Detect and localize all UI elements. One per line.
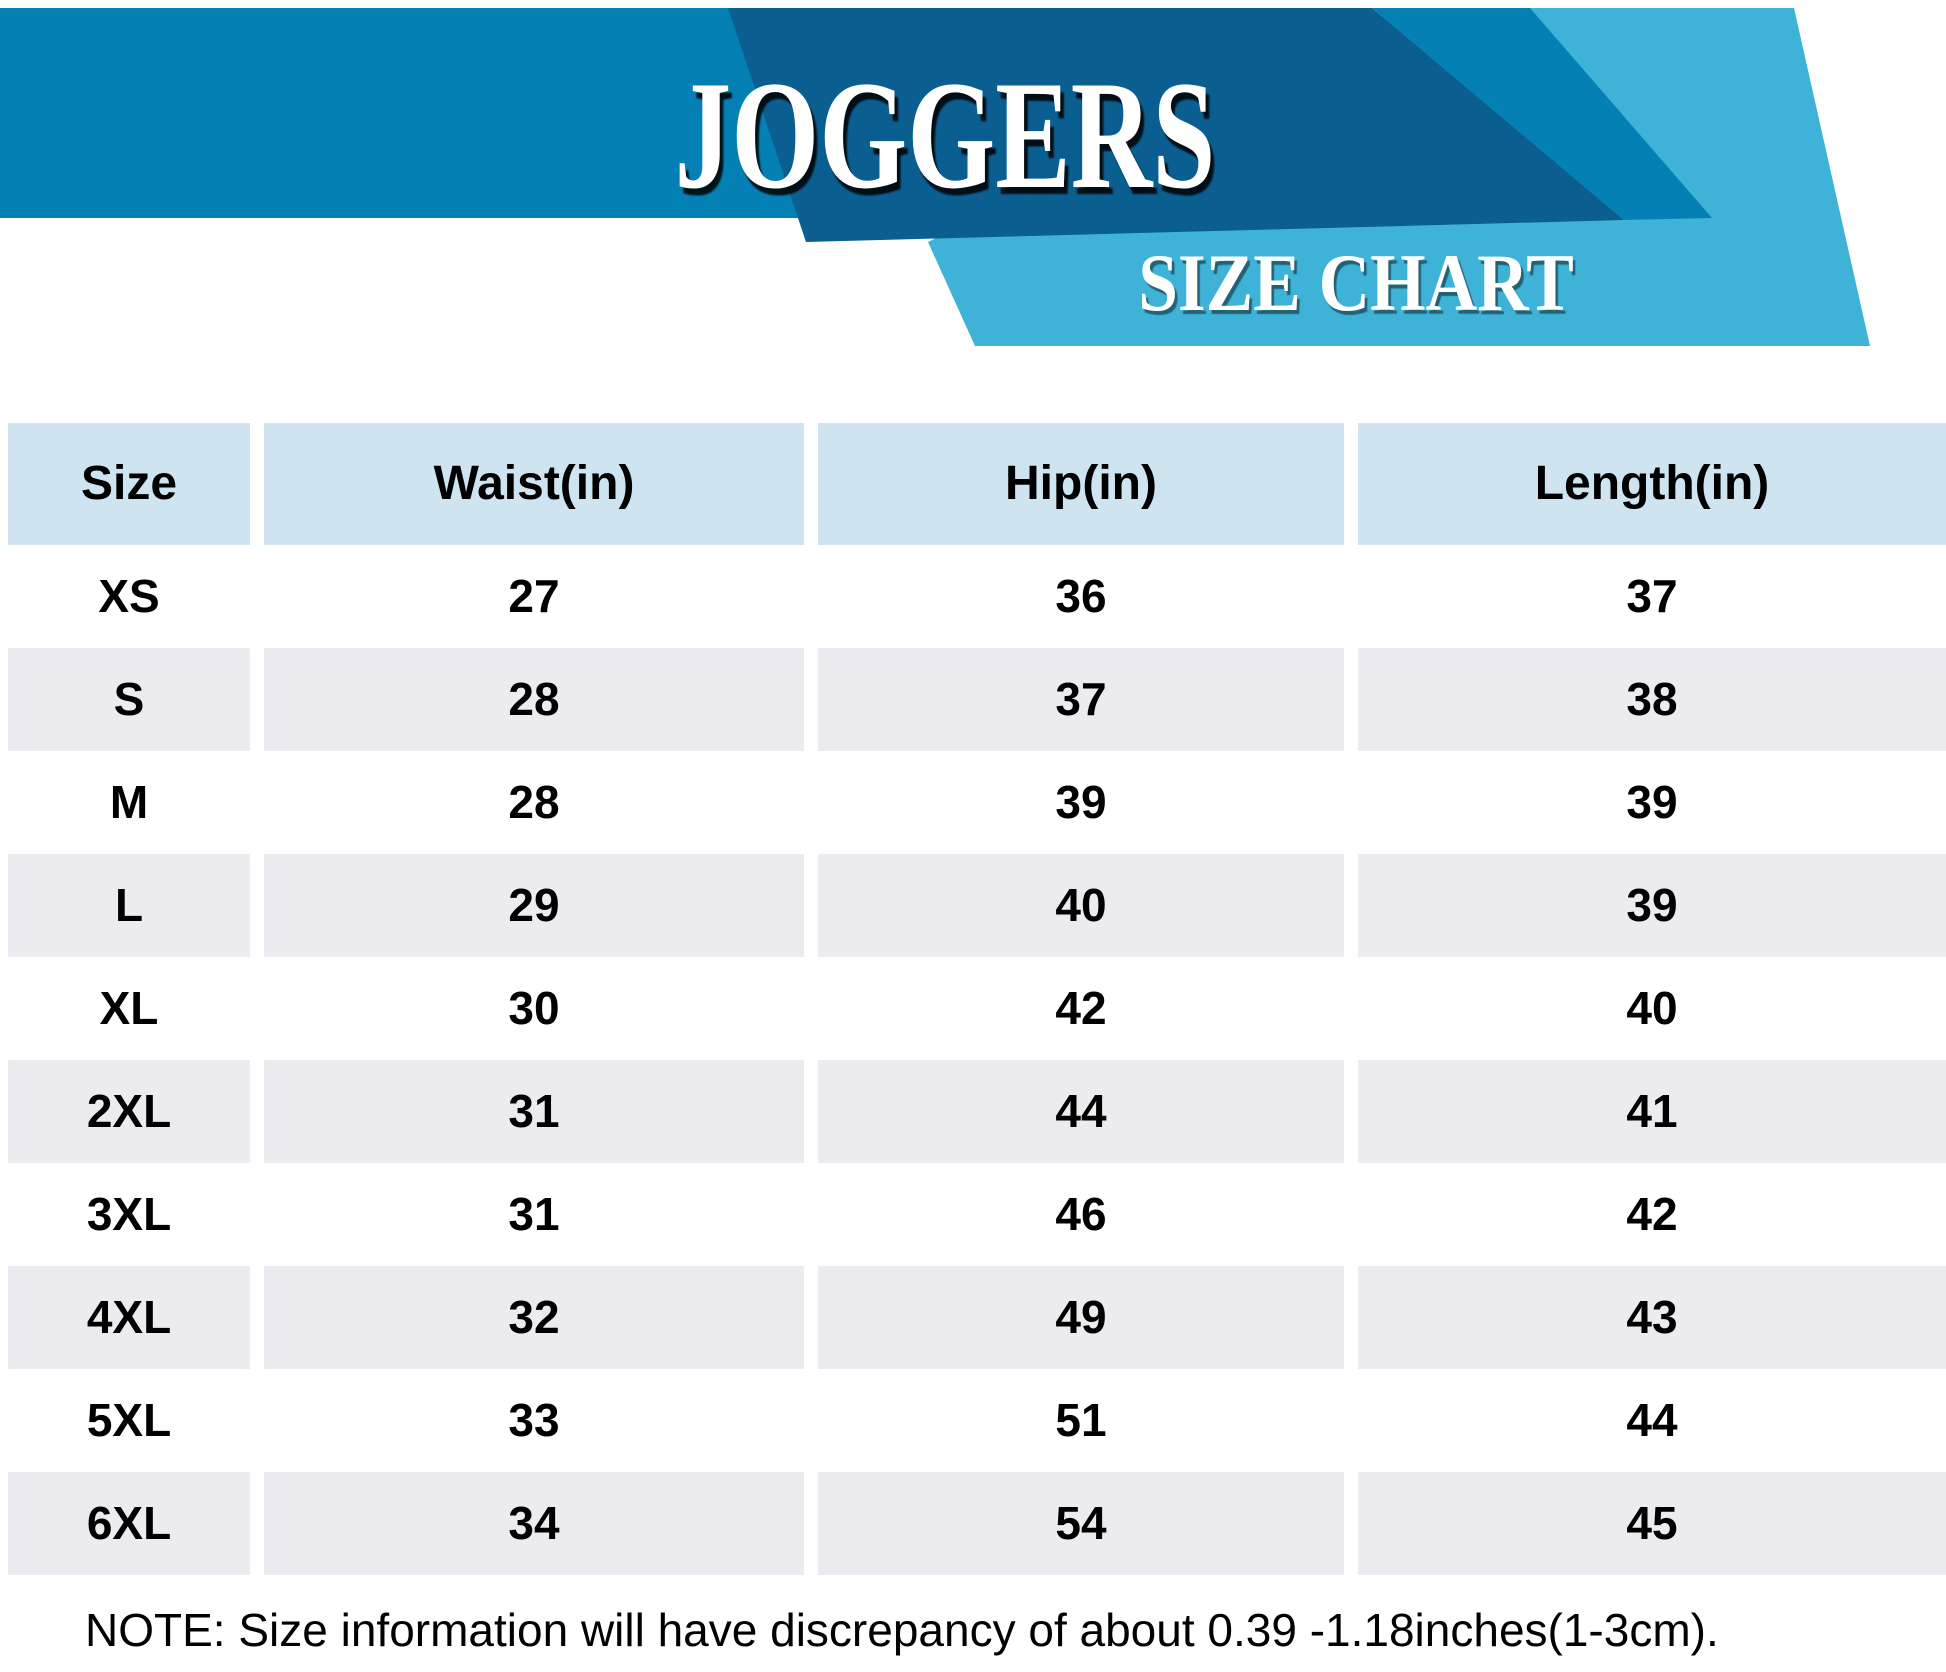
table-row: L 29 40 39 [0, 854, 1946, 957]
note-text: NOTE: Size information will have discrep… [85, 1604, 1719, 1656]
cell-size: 6XL [8, 1472, 250, 1575]
cell-hip: 42 [1055, 982, 1107, 1034]
table-row: XS 27 36 37 [0, 545, 1946, 648]
cell-hip: 51 [1055, 1394, 1107, 1446]
page-title: JOGGERS [674, 49, 1216, 221]
cell-hip: 44 [818, 1060, 1344, 1163]
cell-size: 3XL [86, 1188, 172, 1240]
cell-length: 43 [1358, 1266, 1946, 1369]
cell-length: 45 [1358, 1472, 1946, 1575]
cell-waist: 32 [264, 1266, 804, 1369]
cell-waist: 31 [264, 1060, 804, 1163]
cell-size: M [109, 776, 149, 828]
table-row: 5XL 33 51 44 [0, 1369, 1946, 1472]
cell-hip: 54 [818, 1472, 1344, 1575]
cell-hip: 36 [1055, 570, 1107, 622]
cell-size: 4XL [8, 1266, 250, 1369]
cell-size: XS [98, 570, 160, 622]
cell-size: 5XL [86, 1394, 172, 1446]
cell-waist: 28 [264, 648, 804, 751]
cell-size: XL [99, 982, 159, 1034]
cell-size: 2XL [8, 1060, 250, 1163]
table-row: S 28 37 38 [0, 648, 1946, 751]
cell-length: 39 [1358, 854, 1946, 957]
header-cell-size: Size [8, 423, 250, 545]
cell-size: L [8, 854, 250, 957]
header-cell-hip: Hip(in) [818, 423, 1344, 545]
page-subtitle: SIZE CHART [1138, 237, 1574, 328]
cell-length: 42 [1626, 1188, 1678, 1240]
table-header-row: Size Waist(in) Hip(in) Length(in) [0, 423, 1946, 545]
cell-size: S [8, 648, 250, 751]
table-row: 2XL 31 44 41 [0, 1060, 1946, 1163]
table-row: M 28 39 39 [0, 751, 1946, 854]
cell-waist: 29 [264, 854, 804, 957]
header-cell-length: Length(in) [1358, 423, 1946, 545]
cell-waist: 34 [264, 1472, 804, 1575]
cell-hip: 49 [818, 1266, 1344, 1369]
cell-length: 41 [1358, 1060, 1946, 1163]
cell-length: 38 [1358, 648, 1946, 751]
table-row: 3XL 31 46 42 [0, 1163, 1946, 1266]
cell-length: 39 [1626, 776, 1678, 828]
table-row: 6XL 34 54 45 [0, 1472, 1946, 1575]
cell-waist: 28 [508, 776, 560, 828]
cell-length: 40 [1626, 982, 1678, 1034]
cell-hip: 40 [818, 854, 1344, 957]
cell-waist: 33 [508, 1394, 560, 1446]
cell-hip: 39 [1055, 776, 1107, 828]
cell-hip: 37 [818, 648, 1344, 751]
table-row: XL 30 42 40 [0, 957, 1946, 1060]
header-cell-waist: Waist(in) [264, 423, 804, 545]
table-row: 4XL 32 49 43 [0, 1266, 1946, 1369]
cell-length: 44 [1626, 1394, 1678, 1446]
cell-hip: 46 [1055, 1188, 1107, 1240]
cell-waist: 27 [508, 570, 560, 622]
cell-waist: 31 [508, 1188, 560, 1240]
cell-waist: 30 [508, 982, 560, 1034]
cell-length: 37 [1626, 570, 1678, 622]
